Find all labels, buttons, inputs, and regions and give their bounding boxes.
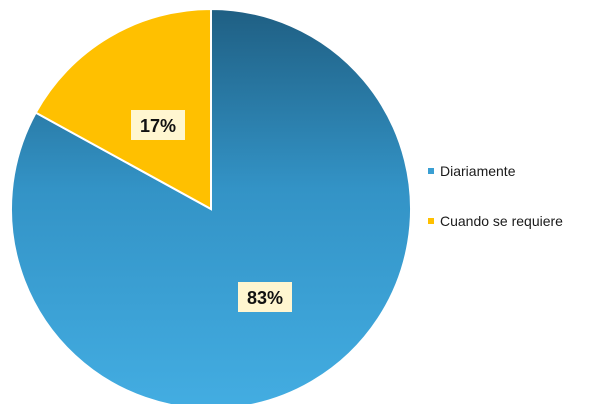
pie-slice-cuando-se-requiere[interactable]	[34, 7, 212, 211]
data-label-box-diariamente	[238, 282, 292, 312]
legend-item-cuando-se-requiere[interactable]: Cuando se requiere	[428, 210, 563, 232]
data-label-text-diariamente: 83%	[247, 288, 283, 308]
legend: Diariamente Cuando se requiere	[428, 160, 563, 260]
legend-label-diariamente: Diariamente	[440, 163, 516, 179]
legend-swatch-cuando-se-requiere	[428, 218, 434, 224]
legend-item-diariamente[interactable]: Diariamente	[428, 160, 563, 182]
pie-slices	[10, 7, 412, 404]
data-label-cuando-se-requiere: 17%	[131, 110, 185, 140]
pie-data-labels: 83% 17%	[131, 110, 292, 312]
data-label-diariamente: 83%	[238, 282, 292, 312]
data-label-text-cuando-se-requiere: 17%	[140, 116, 176, 136]
legend-label-cuando-se-requiere: Cuando se requiere	[440, 213, 563, 229]
legend-swatch-diariamente	[428, 168, 434, 174]
data-label-box-cuando-se-requiere	[131, 110, 185, 140]
